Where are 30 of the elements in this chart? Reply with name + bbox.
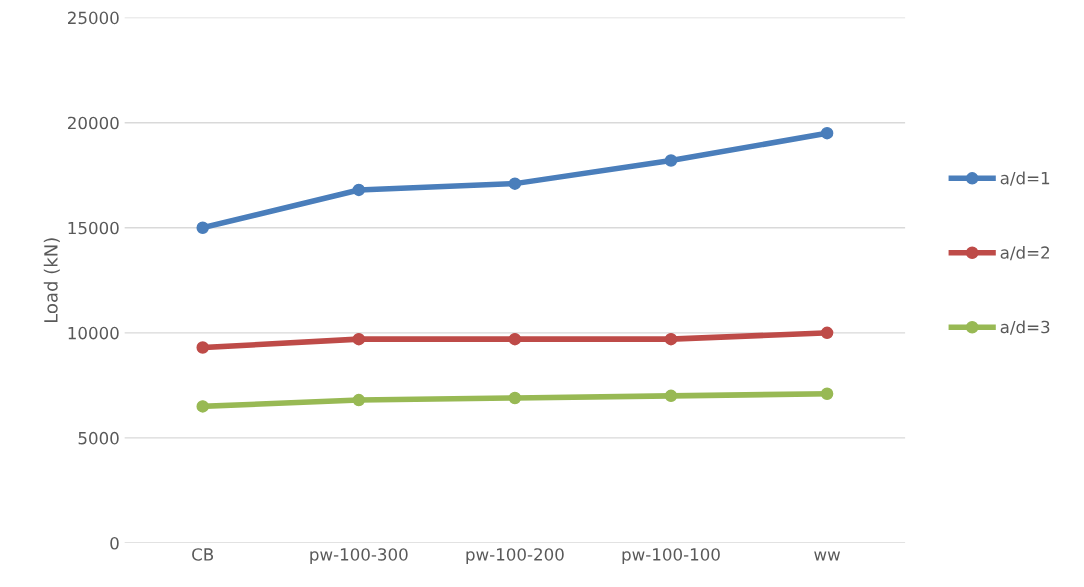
point [196,221,209,235]
y-tick-label: 10000 [68,326,119,340]
x-tick-label: pw-100-100 [622,548,720,564]
legend-label: a/d=2 [1000,245,1049,261]
point [508,332,522,346]
point [196,341,209,354]
point [196,400,209,413]
y-tick-label: 25000 [68,11,119,25]
y-tick-label: 15000 [68,221,119,235]
x-tick-label: pw-100-200 [466,548,564,564]
y-axis-title: Load (kN) [43,238,60,323]
point [820,387,834,401]
point [664,332,678,346]
point [664,389,678,403]
point [352,393,366,407]
x-tick-label: pw-100-300 [310,548,408,564]
point [508,391,522,405]
legend-label: a/d=1 [1000,171,1050,186]
point [508,177,522,190]
y-tick-label: 0 [110,536,119,550]
point [352,332,366,346]
y-tick-label: 5000 [78,431,119,445]
point [352,183,366,197]
legend-label: a/d=3 [1000,320,1050,335]
point [820,326,834,340]
x-tick-label: ww [814,551,841,561]
point [664,154,678,167]
x-tick-label: CB [192,548,214,561]
point [820,126,834,140]
y-tick-label: 20000 [68,116,119,130]
